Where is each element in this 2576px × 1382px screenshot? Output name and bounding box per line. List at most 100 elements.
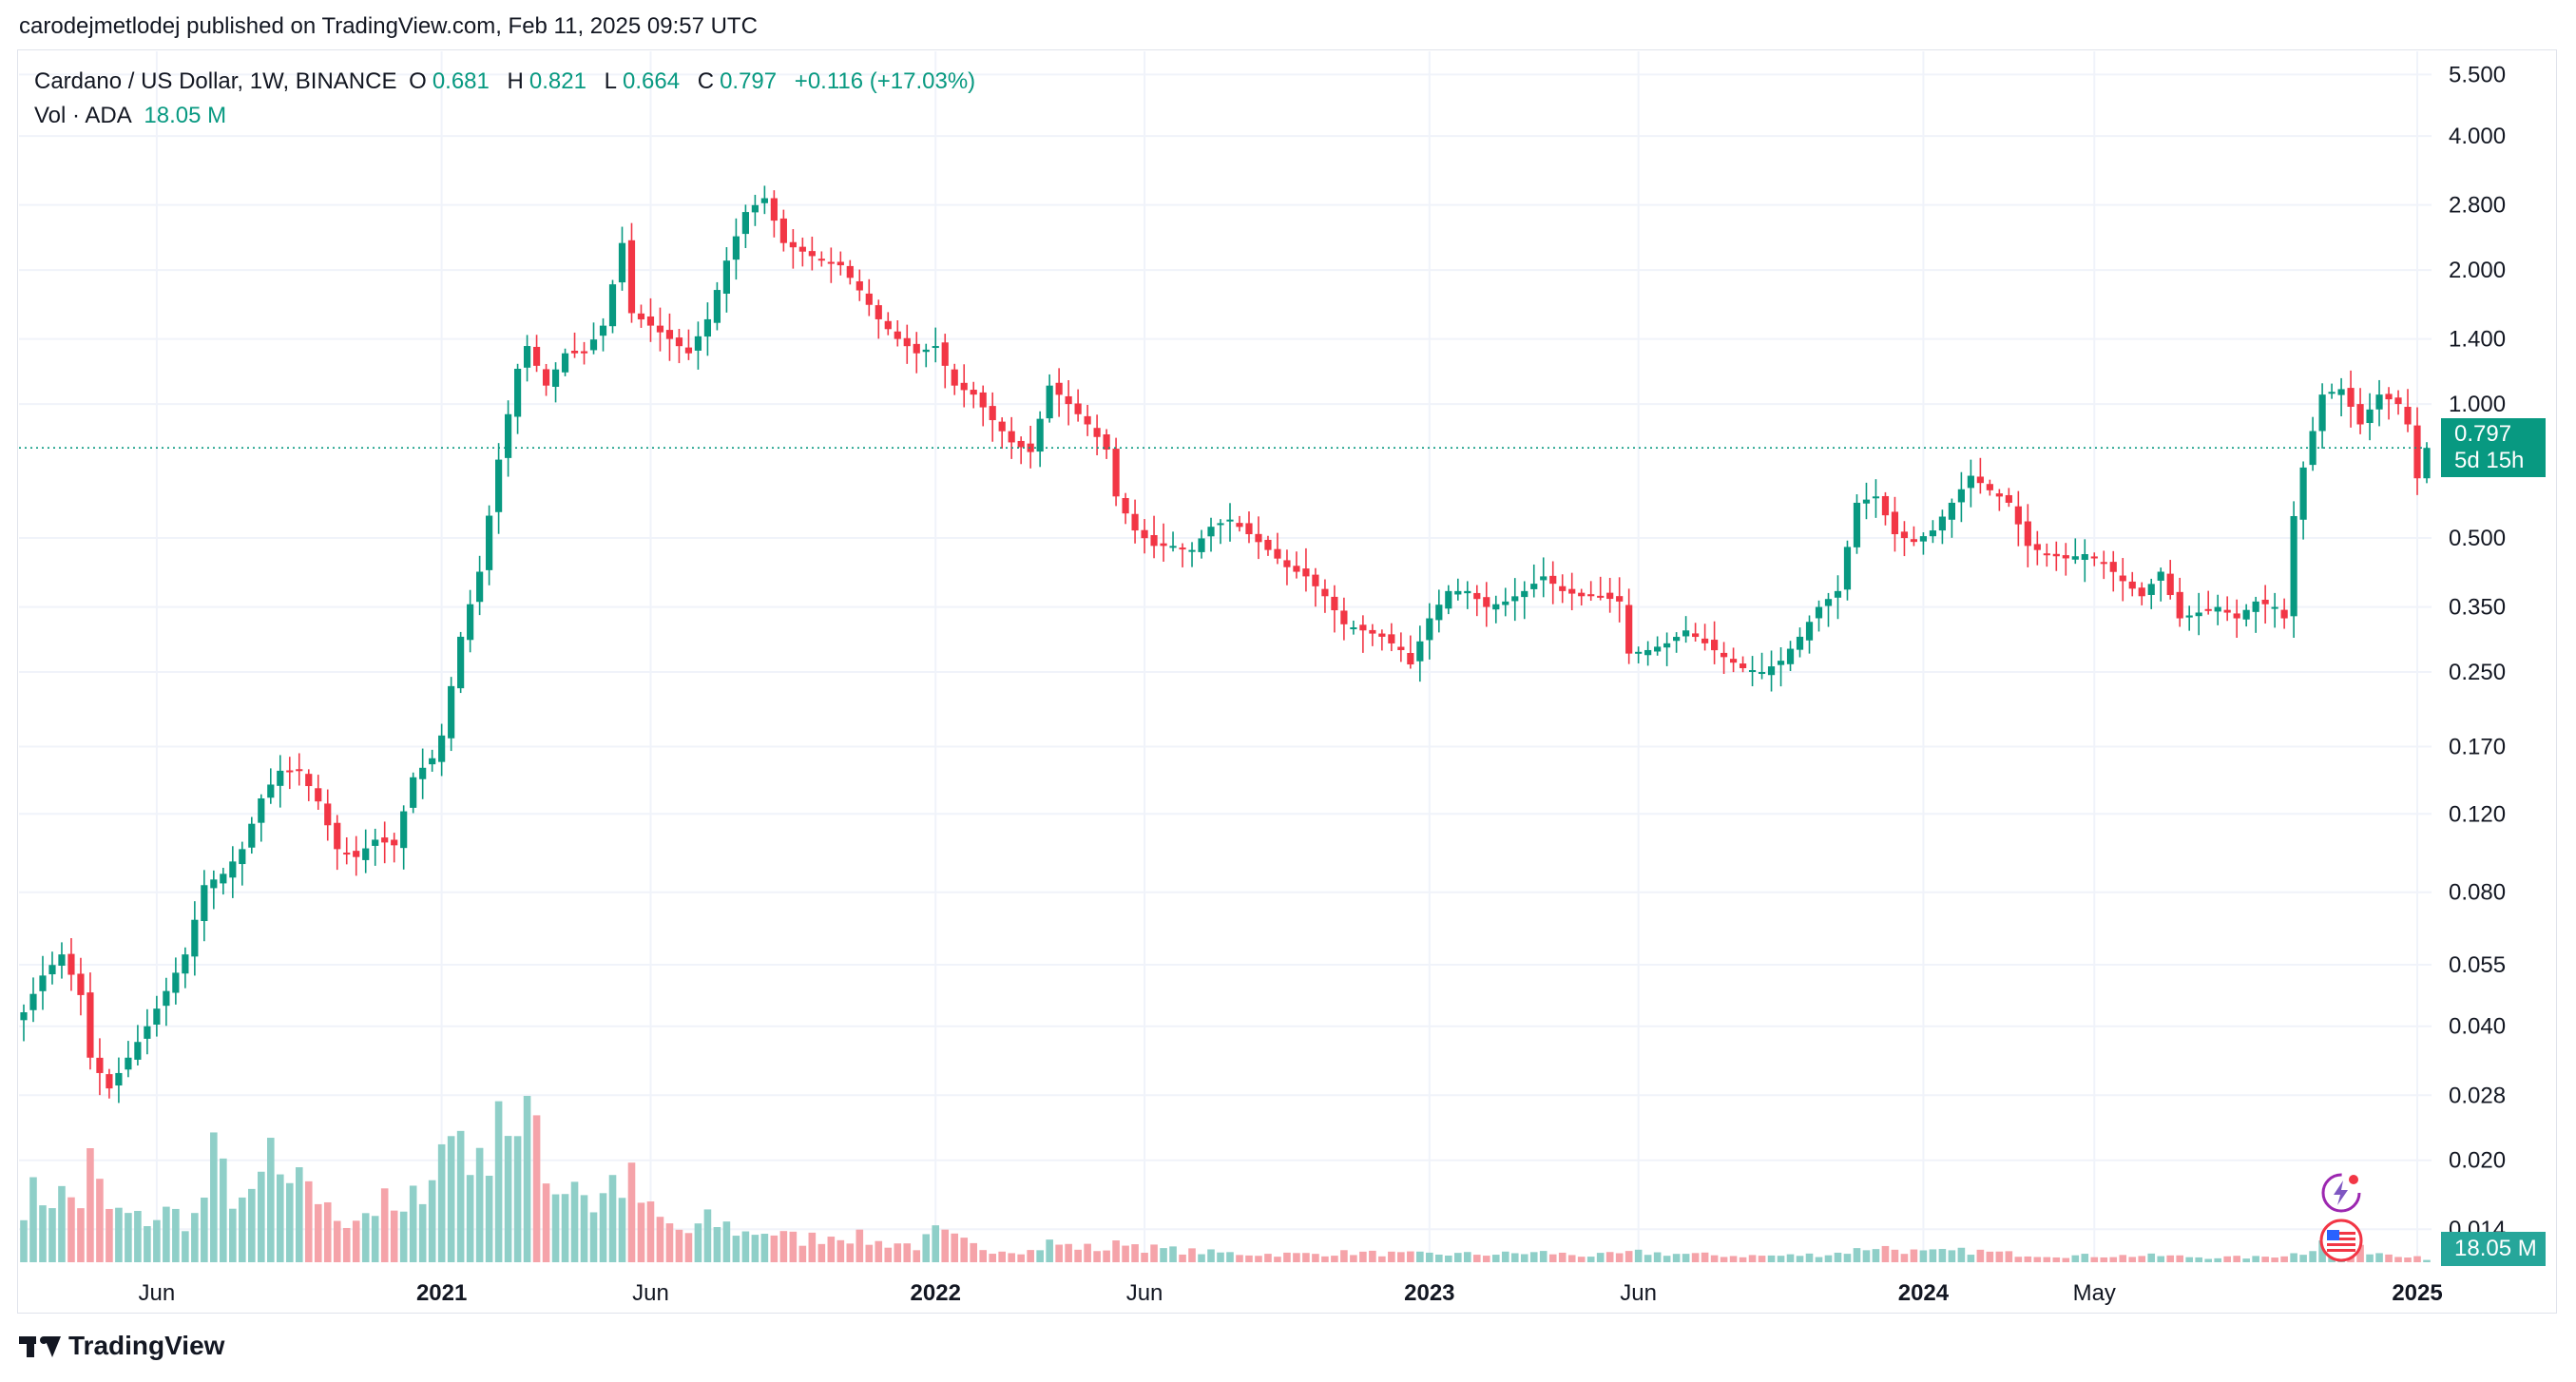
volume-bar <box>1948 1250 1956 1262</box>
candle-body <box>125 1057 132 1070</box>
volume-bar <box>409 1185 417 1262</box>
candle-body <box>429 758 436 765</box>
candle-body <box>1198 538 1205 552</box>
candle-body <box>495 459 503 512</box>
candle-body <box>239 849 246 865</box>
volume-bar <box>2318 1240 2326 1262</box>
candle-body <box>1492 604 1500 610</box>
volume-bar <box>1672 1254 1681 1262</box>
volume-bar <box>846 1243 855 1262</box>
current-price-tag: 0.797 5d 15h <box>2441 418 2546 477</box>
candle-body <box>1141 529 1148 539</box>
volume-bar <box>1369 1250 1376 1262</box>
x-tick-label: May <box>2073 1280 2116 1306</box>
volume-bar <box>1321 1256 1329 1262</box>
volume-bar <box>1957 1247 1966 1262</box>
y-tick-label: 2.000 <box>2449 258 2506 283</box>
candle-body <box>1093 428 1101 437</box>
candle-body <box>1473 592 1481 600</box>
volume-bar <box>798 1245 807 1262</box>
candle-body <box>2385 393 2393 400</box>
volume-bar <box>1805 1253 1814 1262</box>
volume-bar <box>570 1181 579 1262</box>
volume-bar <box>220 1158 227 1262</box>
legend-volume-label[interactable]: Vol · ADA <box>34 103 132 128</box>
candle-body <box>2271 606 2278 609</box>
volume-bar <box>1274 1257 1281 1262</box>
candle-body <box>684 347 693 354</box>
candle-body <box>2109 562 2117 572</box>
volume-bar <box>580 1195 588 1262</box>
volume-bar <box>210 1132 218 1262</box>
us-flag-icon[interactable] <box>2319 1219 2363 1262</box>
candle-body <box>2005 494 2012 503</box>
candle-body <box>1957 489 1965 503</box>
candle-body <box>353 851 360 857</box>
candle-body <box>2024 521 2031 547</box>
volume-bar <box>1226 1252 1234 1262</box>
volume-bar <box>1491 1255 1500 1262</box>
candle-body <box>1027 443 1034 452</box>
volume-bar <box>1350 1255 1357 1262</box>
volume-bar <box>485 1175 493 1262</box>
candle-body <box>1644 649 1652 656</box>
volume-bar <box>1729 1256 1738 1262</box>
volume-bar <box>1141 1253 1148 1262</box>
volume-bar <box>134 1210 142 1262</box>
candle-body <box>1046 385 1053 419</box>
candle-body <box>305 774 313 787</box>
volume-bar <box>20 1219 28 1262</box>
candle-body <box>1910 539 1918 543</box>
volume-bar <box>475 1147 484 1262</box>
candle-body <box>1967 475 1974 489</box>
tradingview-brand[interactable]: TradingView <box>19 1331 224 1361</box>
legend-close-label: C <box>697 68 715 94</box>
candle-body <box>960 382 968 391</box>
candle-body <box>998 421 1006 432</box>
candle-body <box>2299 467 2307 520</box>
volume-bar <box>58 1185 66 1262</box>
volume-bar <box>2366 1254 2374 1262</box>
volume-bar <box>960 1238 969 1262</box>
candle-body <box>2328 392 2336 394</box>
volume-bar <box>2138 1256 2146 1262</box>
candle-body <box>1169 546 1177 548</box>
legend-high-value: 0.821 <box>529 68 586 94</box>
candle-body <box>1112 449 1120 497</box>
candle-body <box>504 413 512 458</box>
volume-bar <box>1188 1248 1196 1262</box>
volume-bar <box>1093 1251 1101 1262</box>
candle-body <box>1397 646 1405 650</box>
volume-bar <box>1103 1250 1110 1262</box>
volume-bar <box>1843 1254 1852 1262</box>
candle-body <box>979 392 987 408</box>
volume-bar <box>125 1213 132 1262</box>
volume-bar <box>1065 1243 1072 1262</box>
candle-body <box>637 313 645 320</box>
volume-bar <box>2043 1257 2051 1262</box>
legend-low-value: 0.664 <box>622 68 681 94</box>
candle-body <box>324 803 332 826</box>
volume-bar <box>675 1229 683 1262</box>
candle-body <box>1748 670 1757 673</box>
volume-bar <box>1312 1254 1319 1262</box>
volume-bar <box>1938 1249 1947 1262</box>
y-tick-label: 4.000 <box>2449 124 2506 149</box>
volume-bar <box>2147 1253 2156 1262</box>
candle-body <box>817 259 825 261</box>
candle-body <box>675 337 683 347</box>
candle-body <box>457 636 465 689</box>
lightning-icon[interactable] <box>2319 1171 2363 1215</box>
candle-body <box>191 919 199 957</box>
candle-body <box>2252 601 2259 612</box>
chart-frame[interactable] <box>17 49 2557 1314</box>
volume-bar <box>532 1115 541 1262</box>
legend-symbol[interactable]: Cardano / US Dollar, 1W, BINANCE <box>34 68 397 94</box>
volume-bar <box>1872 1249 1880 1262</box>
volume-bar <box>2176 1255 2184 1262</box>
candle-body <box>1739 663 1747 668</box>
volume-bar <box>817 1243 826 1262</box>
candle-body <box>153 1008 161 1026</box>
volume-bar <box>1445 1255 1452 1262</box>
